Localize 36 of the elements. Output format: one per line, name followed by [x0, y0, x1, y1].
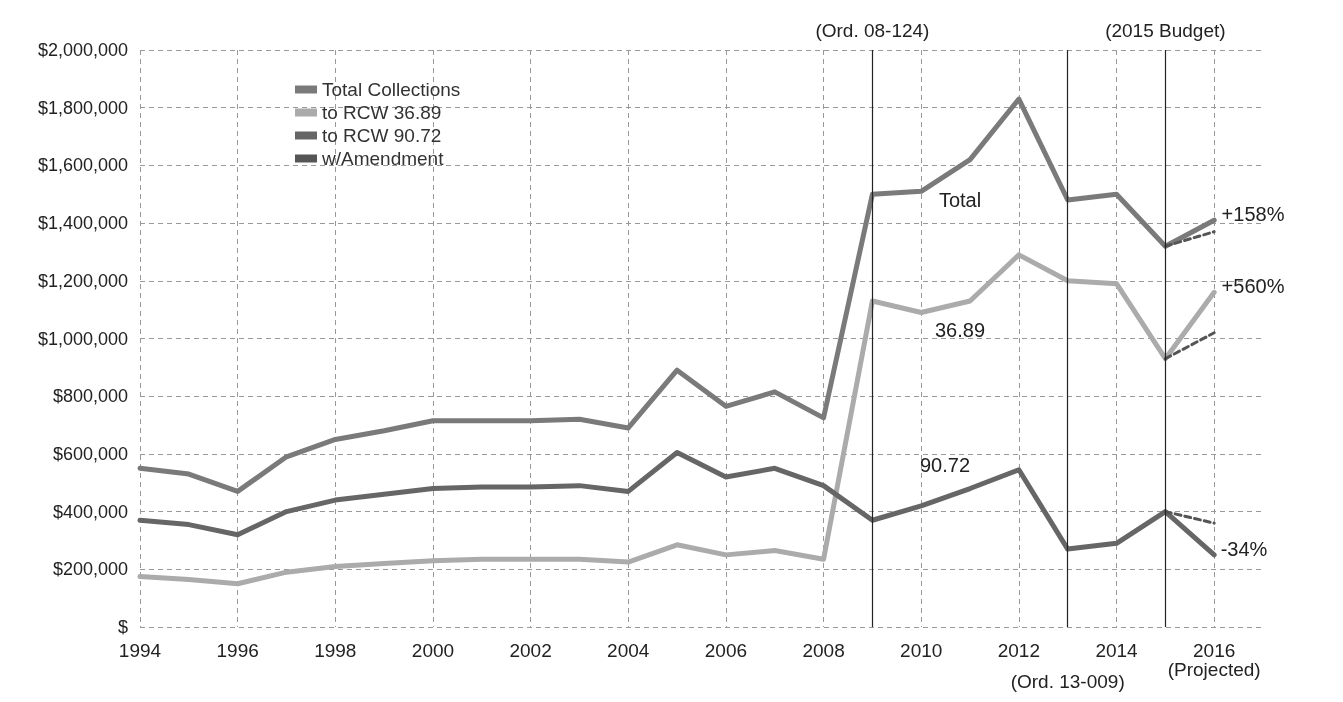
ref-line-label: (2015 Budget)	[1105, 20, 1226, 41]
legend-label: to RCW 36.89	[322, 102, 442, 123]
x-tick-label: 2010	[900, 640, 943, 661]
annotation: +560%	[1221, 275, 1285, 297]
legend-label: w/Amendment	[321, 148, 445, 169]
y-tick-label: $800,000	[52, 386, 128, 407]
y-tick-label: $400,000	[52, 501, 128, 522]
x-tick-label: 2006	[704, 640, 748, 661]
ref-line-label: (Ord. 08-124)	[815, 20, 930, 41]
y-tick-label: $1,600,000	[37, 155, 128, 176]
annotation: 36.89	[934, 319, 986, 341]
legend-label: to RCW 90.72	[322, 125, 442, 146]
y-tick-label: $200,000	[52, 559, 128, 580]
y-tick-label: $	[117, 617, 128, 637]
x-tick-label: 2002	[509, 640, 552, 661]
x-tick-label: 2012	[997, 640, 1041, 661]
annotation: -34%	[1220, 538, 1268, 560]
y-tick-label: $1,200,000	[37, 270, 128, 291]
x-tick-label: 2000	[411, 640, 455, 661]
annotation: +158%	[1221, 203, 1285, 225]
y-tick-label: $600,000	[52, 443, 128, 464]
annotation: Total	[938, 189, 982, 211]
ref-line-label: (Ord. 13-009)	[1010, 671, 1125, 692]
y-tick-label: $1,800,000	[37, 97, 128, 118]
y-tick-label: $1,000,000	[37, 328, 128, 349]
x-tick-label: 2014	[1095, 640, 1139, 661]
x-tick-label: 1996	[216, 640, 259, 661]
x-tick-label: 1998	[314, 640, 357, 661]
y-tick-label: $2,000,000	[37, 40, 128, 60]
legend-label: Total Collections	[322, 79, 461, 100]
y-tick-label: $1,400,000	[37, 213, 128, 234]
x-tick-label: 1994	[118, 640, 162, 661]
annotation: 90.72	[919, 454, 971, 476]
x-tick-label: 2008	[802, 640, 845, 661]
x-tick-label: 2016 (Projected)	[1167, 640, 1261, 680]
x-tick-label: 2004	[607, 640, 650, 661]
